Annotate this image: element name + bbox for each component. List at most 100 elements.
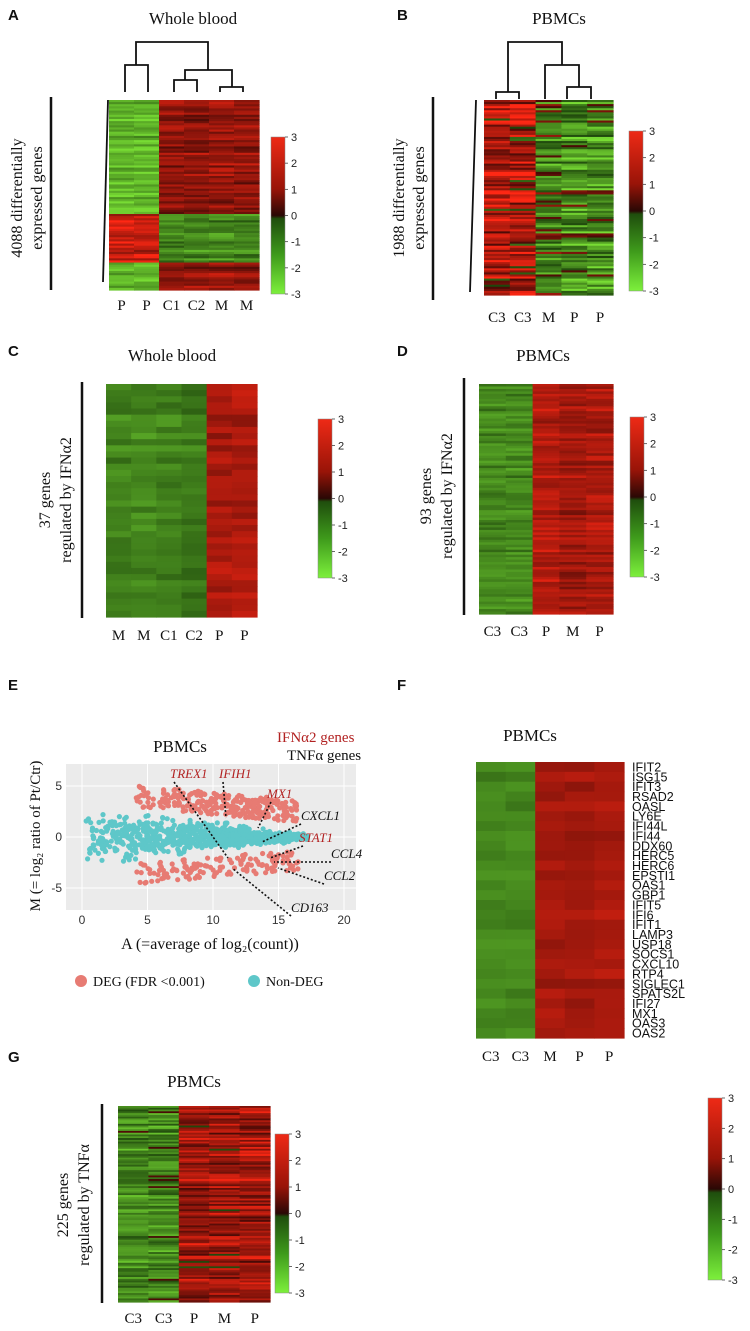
- heatmap-cell: [184, 148, 210, 152]
- heatmap-cell: [184, 277, 210, 281]
- heatmap-cell: [587, 198, 614, 202]
- heatmap-cell: [118, 1122, 149, 1125]
- heatmap-cell: [484, 202, 511, 206]
- deg-point: [187, 792, 193, 798]
- heatmap-cell: [159, 279, 185, 283]
- heatmap-cell: [159, 154, 185, 158]
- heatmap-cell: [505, 609, 534, 613]
- heatmap-cell: [209, 1139, 241, 1143]
- heatmap-cell: [239, 1111, 271, 1114]
- heatmap-cell: [505, 512, 534, 516]
- heatmap-cell: [561, 229, 588, 232]
- heatmap-cell: [532, 579, 560, 583]
- gene-label: OASL: [632, 800, 665, 814]
- heatmap-cell: [209, 233, 235, 236]
- heatmap-cell: [505, 557, 534, 561]
- heatmap-cell: [561, 200, 588, 204]
- heatmap-cell: [587, 288, 614, 292]
- heatmap-cell: [234, 203, 260, 207]
- heatmap-cell: [586, 515, 614, 519]
- heatmap-cell: [156, 512, 183, 520]
- heatmap-cell: [206, 543, 233, 551]
- deg-point: [236, 792, 242, 799]
- heatmap-cell: [234, 159, 260, 162]
- heatmap-cell: [505, 470, 534, 474]
- heatmap-cell: [484, 196, 511, 200]
- heatmap-cell: [561, 198, 588, 202]
- panel-c-ylabel-1: 37 genes: [37, 472, 54, 528]
- heatmap-cell: [184, 171, 210, 175]
- deg-point: [208, 807, 215, 813]
- heatmap-cell: [559, 465, 587, 469]
- gene-label: HERC6: [632, 859, 674, 873]
- heatmap-cell: [509, 204, 537, 208]
- heatmap-cell: [479, 384, 507, 388]
- nondeg-point: [107, 819, 113, 825]
- heatmap-cell: [118, 1291, 149, 1294]
- heatmap-cell: [484, 212, 511, 216]
- heatmap-cell: [559, 421, 587, 425]
- heatmap-cell: [159, 277, 185, 281]
- heatmap-cell: [532, 559, 560, 563]
- heatmap-cell: [535, 821, 566, 832]
- heatmap-cell: [109, 110, 135, 114]
- heatmap-cell: [484, 102, 511, 105]
- heatmap-cell: [532, 562, 560, 566]
- heatmap-cell: [234, 176, 260, 179]
- heatmap-cell: [159, 247, 185, 251]
- heatmap-cell: [561, 141, 588, 144]
- heatmap-cell: [559, 542, 587, 546]
- heatmap-cell: [535, 282, 562, 286]
- heatmap-cell: [535, 102, 562, 105]
- heatmap-cell: [118, 1155, 149, 1159]
- heatmap-cell: [184, 283, 210, 287]
- heatmap-cell: [134, 148, 160, 152]
- column-label: C3: [514, 310, 532, 326]
- heatmap-cell: [184, 252, 210, 255]
- heatmap-cell: [535, 272, 562, 276]
- heatmap-cell: [234, 230, 260, 234]
- heatmap-cell: [532, 490, 560, 494]
- heatmap-cell: [131, 543, 157, 551]
- heatmap-cell: [509, 231, 537, 235]
- y-tick-label: 5: [55, 779, 62, 793]
- nondeg-point: [261, 834, 267, 840]
- heatmap-cell: [234, 209, 260, 213]
- heatmap-cell: [209, 252, 235, 255]
- heatmap-cell: [118, 1202, 149, 1205]
- heatmap-cell: [178, 1127, 210, 1130]
- heatmap-cell: [131, 531, 157, 538]
- color-scale-label: 0: [649, 206, 655, 218]
- heatmap-cell: [178, 1262, 210, 1266]
- heatmap-cell: [509, 106, 537, 109]
- heatmap-cell: [184, 207, 210, 211]
- heatmap-cell: [178, 1214, 210, 1218]
- heatmap-cell: [509, 130, 537, 134]
- heatmap-cell: [159, 199, 185, 202]
- heatmap-cell: [156, 580, 183, 587]
- heatmap-cell: [156, 604, 183, 612]
- heatmap-cell: [586, 473, 614, 477]
- heatmap-cell: [181, 426, 208, 434]
- y-tick-label: 0: [55, 830, 62, 844]
- heatmap-cell: [118, 1244, 149, 1248]
- heatmap-cell: [509, 186, 537, 189]
- heatmap-cell: [239, 1161, 271, 1164]
- heatmap-cell: [594, 801, 625, 812]
- heatmap-cell: [505, 821, 536, 832]
- nondeg-point: [149, 835, 155, 841]
- heatmap-cell: [532, 609, 560, 613]
- heatmap-cell: [178, 1187, 210, 1191]
- heatmap-cell: [209, 279, 235, 283]
- heatmap-cell: [559, 537, 587, 541]
- heatmap-cell: [181, 433, 208, 440]
- nondeg-point: [154, 834, 161, 840]
- heatmap-cell: [148, 1277, 180, 1280]
- heatmap-cell: [206, 549, 233, 557]
- heatmap-cell: [209, 218, 235, 221]
- heatmap-cell: [234, 211, 260, 215]
- heatmap-cell: [586, 468, 614, 472]
- heatmap-cell: [509, 114, 537, 118]
- heatmap-cell: [178, 1244, 210, 1248]
- heatmap-cell: [505, 559, 534, 563]
